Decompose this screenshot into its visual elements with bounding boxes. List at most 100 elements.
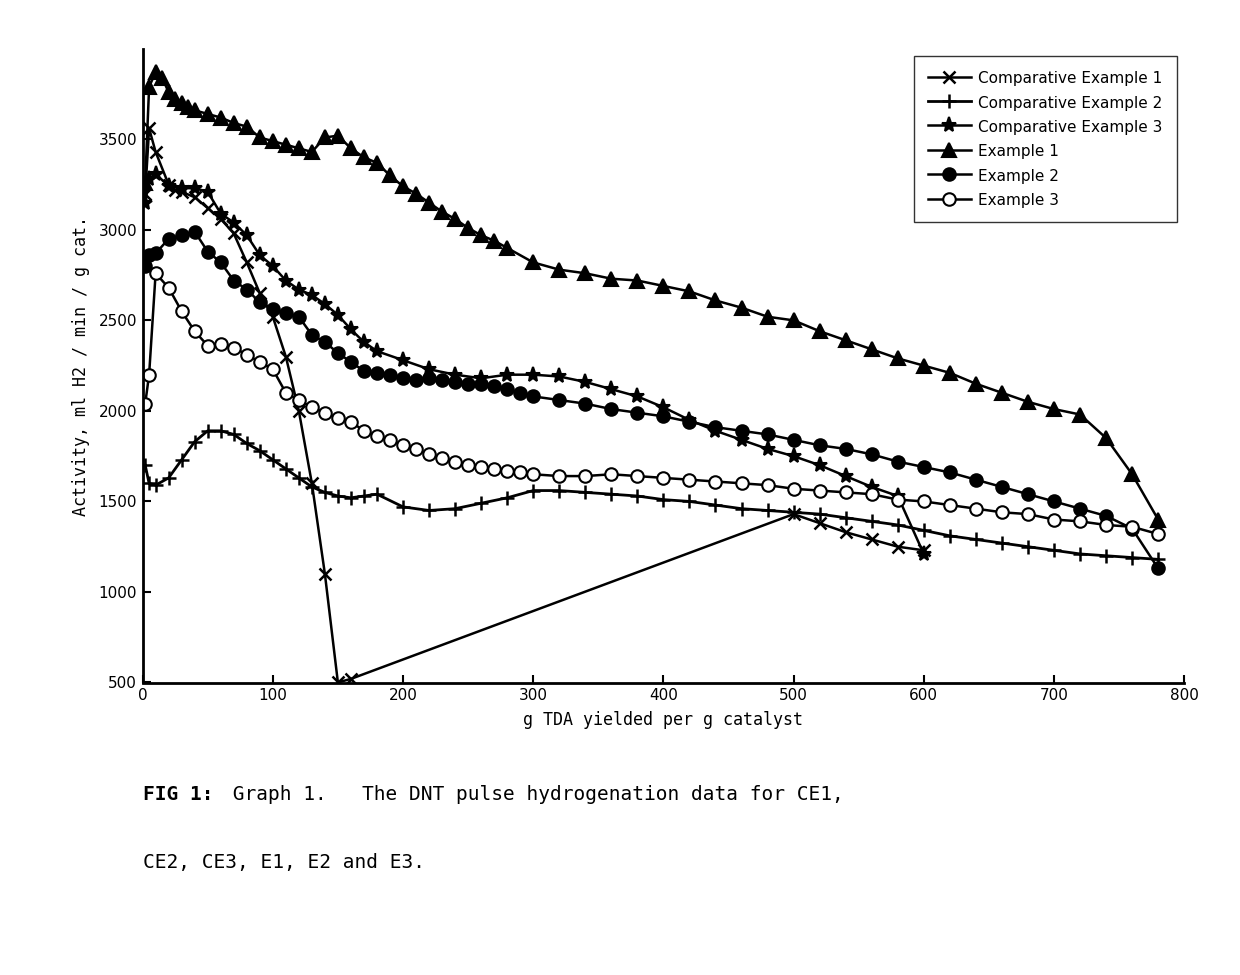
Comparative Example 1	[265, 311, 280, 323]
Comparative Example 3	[279, 275, 294, 287]
Comparative Example 3	[656, 402, 671, 413]
Example 2	[630, 407, 645, 418]
Comparative Example 2	[968, 533, 983, 545]
Comparative Example 2	[526, 485, 541, 496]
Comparative Example 1	[890, 541, 905, 553]
Comparative Example 2	[1125, 552, 1140, 564]
Comparative Example 1	[812, 518, 827, 529]
Comparative Example 2	[760, 505, 775, 517]
Comparative Example 2	[656, 493, 671, 505]
Comparative Example 1	[330, 677, 345, 688]
Example 1	[1151, 514, 1166, 526]
Comparative Example 1	[149, 146, 164, 158]
Comparative Example 2	[734, 503, 749, 515]
Comparative Example 3	[838, 470, 853, 482]
Comparative Example 3	[291, 284, 306, 295]
Comparative Example 2	[330, 490, 345, 502]
Comparative Example 3	[370, 345, 384, 357]
Comparative Example 2	[279, 463, 294, 475]
Comparative Example 2	[317, 487, 332, 498]
Example 2	[187, 226, 202, 238]
Comparative Example 2	[838, 512, 853, 524]
X-axis label: g TDA yielded per g catalyst: g TDA yielded per g catalyst	[523, 712, 804, 729]
Comparative Example 2	[213, 425, 228, 437]
Example 2	[396, 372, 410, 384]
Comparative Example 2	[138, 459, 153, 471]
Comparative Example 1	[343, 673, 358, 684]
Comparative Example 2	[890, 519, 905, 530]
Comparative Example 3	[474, 372, 489, 384]
Comparative Example 3	[265, 260, 280, 272]
Example 2	[552, 394, 567, 406]
Comparative Example 1	[141, 123, 156, 135]
Comparative Example 2	[343, 492, 358, 504]
Comparative Example 3	[734, 434, 749, 446]
Example 3	[682, 474, 697, 486]
Example 3	[138, 398, 153, 409]
Comparative Example 3	[812, 459, 827, 471]
Comparative Example 1	[253, 288, 268, 299]
Text: Graph 1.   The DNT pulse hydrogenation data for CE1,: Graph 1. The DNT pulse hydrogenation dat…	[221, 785, 843, 803]
Example 2	[1151, 563, 1166, 574]
Comparative Example 2	[291, 472, 306, 484]
Comparative Example 2	[916, 525, 931, 536]
Comparative Example 1	[786, 508, 801, 520]
Line: Comparative Example 1: Comparative Example 1	[139, 122, 930, 688]
Comparative Example 2	[448, 503, 463, 515]
Legend: Comparative Example 1, Comparative Example 2, Comparative Example 3, Example 1, : Comparative Example 1, Comparative Examp…	[914, 57, 1177, 222]
Comparative Example 2	[357, 490, 372, 502]
Comparative Example 3	[187, 182, 202, 194]
Line: Example 2: Example 2	[139, 225, 1164, 574]
Comparative Example 2	[200, 425, 216, 437]
Comparative Example 1	[200, 202, 216, 214]
Example 2	[682, 416, 697, 428]
Comparative Example 2	[1099, 550, 1114, 562]
Comparative Example 3	[500, 369, 515, 380]
Comparative Example 3	[708, 425, 723, 437]
Example 2	[838, 443, 853, 454]
Comparative Example 3	[578, 376, 593, 388]
Comparative Example 3	[226, 216, 241, 228]
Comparative Example 2	[942, 530, 957, 542]
Line: Comparative Example 2: Comparative Example 2	[138, 424, 1166, 566]
Comparative Example 3	[448, 369, 463, 380]
Comparative Example 3	[305, 290, 320, 301]
Comparative Example 3	[864, 481, 879, 492]
Line: Comparative Example 3: Comparative Example 3	[138, 166, 931, 562]
Example 3	[141, 369, 156, 380]
Example 1	[138, 176, 153, 188]
Comparative Example 3	[239, 229, 254, 241]
Comparative Example 2	[708, 499, 723, 511]
Comparative Example 1	[838, 526, 853, 538]
Comparative Example 1	[291, 405, 306, 416]
Comparative Example 1	[174, 186, 188, 198]
Comparative Example 3	[357, 336, 372, 348]
Comparative Example 3	[343, 324, 358, 335]
Comparative Example 2	[239, 438, 254, 449]
Line: Example 3: Example 3	[139, 267, 1164, 540]
Y-axis label: Activity, ml H2 / min / g cat.: Activity, ml H2 / min / g cat.	[72, 215, 91, 516]
Comparative Example 2	[141, 478, 156, 489]
Line: Example 1: Example 1	[138, 65, 1166, 526]
Text: FIG 1:: FIG 1:	[143, 785, 213, 803]
Comparative Example 2	[265, 454, 280, 466]
Comparative Example 3	[890, 490, 905, 502]
Comparative Example 2	[786, 506, 801, 518]
Example 3	[149, 267, 164, 279]
Comparative Example 3	[213, 208, 228, 219]
Comparative Example 3	[396, 354, 410, 366]
Comparative Example 3	[526, 369, 541, 380]
Comparative Example 1	[187, 191, 202, 203]
Comparative Example 3	[630, 391, 645, 403]
Comparative Example 3	[760, 443, 775, 454]
Comparative Example 1	[916, 544, 931, 556]
Example 2	[138, 260, 153, 272]
Comparative Example 3	[174, 182, 188, 194]
Comparative Example 3	[552, 370, 567, 382]
Comparative Example 2	[422, 505, 436, 517]
Comparative Example 1	[305, 478, 320, 489]
Comparative Example 2	[161, 472, 176, 484]
Comparative Example 3	[604, 383, 619, 395]
Example 3	[838, 487, 853, 498]
Example 3	[396, 440, 410, 451]
